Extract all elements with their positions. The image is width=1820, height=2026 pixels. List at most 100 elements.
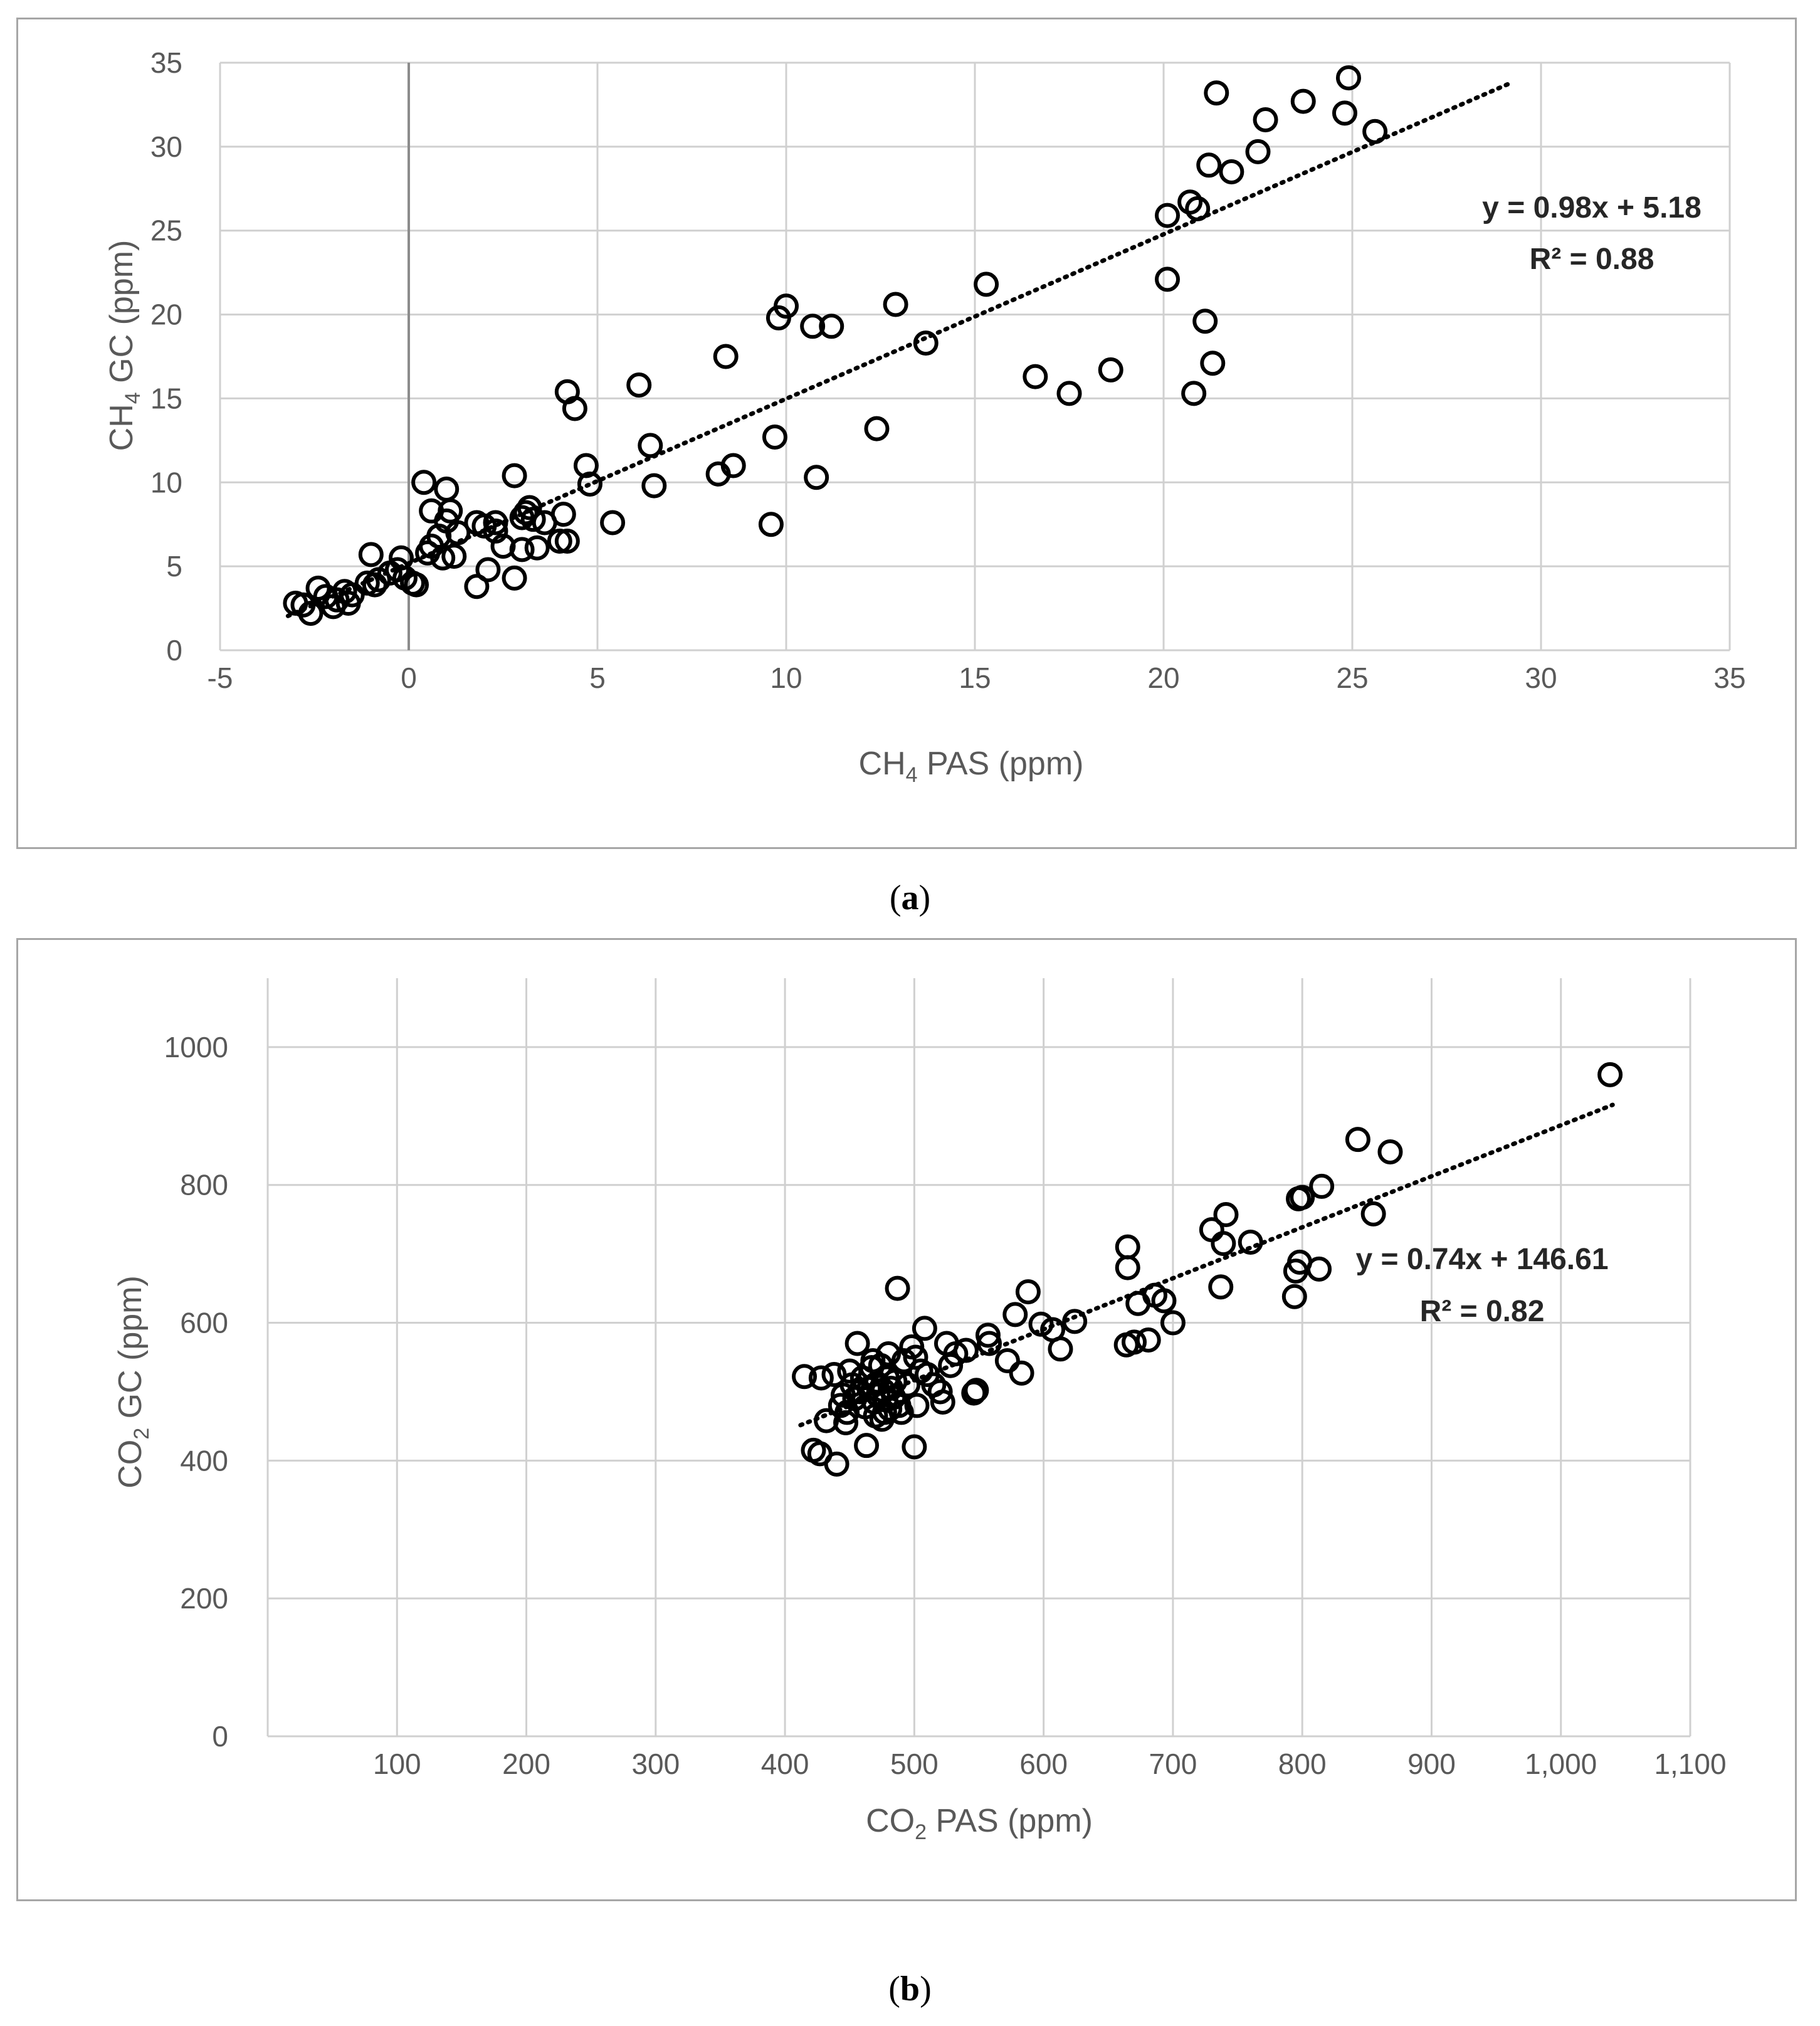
caption-b: (b)	[888, 1970, 932, 2008]
chart-b-x-tick-label: 1,000	[1525, 1748, 1597, 1780]
chart-a-data-point	[638, 433, 663, 458]
chart-a-data-point	[1196, 152, 1222, 178]
chart-a-data-point	[1192, 309, 1218, 334]
chart-a-data-point	[1056, 381, 1082, 406]
caption-a: (a)	[889, 878, 931, 917]
chart-a-data-point	[1219, 159, 1244, 185]
chart-b-equation: y = 0.74x + 146.61	[1355, 1243, 1608, 1276]
chart-panel-b: 100 200 300 400 500 600 700 800 900 1,000 1,100 0 2…	[16, 938, 1797, 1901]
chart-b-x-tick-label: 700	[1149, 1748, 1197, 1780]
chart-b-data-point	[912, 1316, 937, 1341]
chart-a-x-tick-label: 25	[1336, 662, 1368, 694]
chart-a-y-tick-label: 0	[166, 634, 182, 667]
chart-b-data-point	[1211, 1231, 1236, 1257]
chart-a-y-tick-label: 20	[150, 298, 182, 331]
chart-a-data-point	[1098, 357, 1123, 383]
chart-a-data-point	[762, 425, 787, 450]
chart-a-data-point	[864, 416, 890, 441]
chart-b-data-point	[977, 1331, 1002, 1356]
chart-a-trendline-path	[285, 80, 1513, 618]
chart-a-data-point	[502, 463, 527, 488]
chart-a-data-point	[1204, 80, 1229, 106]
chart-a-x-tick-label: 15	[959, 662, 991, 694]
chart-b-x-ticks: 100 200 300 400 500 600 700 800 900 1,000 1,100	[373, 1748, 1727, 1780]
chart-b-data-point	[1306, 1256, 1332, 1282]
chart-a-data-point	[1290, 88, 1316, 114]
chart-a-data-point	[713, 344, 739, 369]
chart-a-data-point	[974, 272, 999, 297]
chart-b-data-point	[1345, 1127, 1370, 1153]
chart-a-data-point	[404, 572, 429, 598]
chart-b-x-tick-label: 100	[373, 1748, 421, 1780]
chart-a-data-point	[509, 537, 535, 562]
chart-a-trendline	[285, 80, 1513, 618]
chart-a-data-point	[883, 292, 908, 317]
chart-a-data-point	[471, 513, 497, 539]
chart-a-data-point	[1362, 119, 1388, 144]
chart-a-data-point	[298, 601, 323, 626]
chart-b-data-point	[854, 1433, 880, 1459]
chart-a-data-point	[1185, 196, 1211, 221]
chart-b-data-point	[1208, 1274, 1234, 1300]
chart-b-data-point	[844, 1331, 870, 1356]
chart-a-data-point	[502, 565, 527, 591]
chart-b-data-point	[1309, 1173, 1335, 1199]
chart-a-x-ticks: -5 0 5 10 15 20 25 30 35	[208, 662, 1746, 694]
chart-a-y-tick-label: 15	[150, 382, 182, 414]
chart-b-data-point	[938, 1353, 964, 1378]
chart-a-data-point	[1155, 203, 1181, 228]
chart-b-data-point	[895, 1372, 921, 1398]
chart-b-data-point	[885, 1275, 910, 1301]
chart-b-y-tick-label: 200	[180, 1582, 228, 1615]
chart-a-data-point	[1023, 364, 1048, 389]
chart-a-data-point	[547, 528, 572, 554]
chart-a-data-point	[411, 470, 437, 495]
chart-a-x-axis-title: CH4 PAS (ppm)	[859, 746, 1084, 787]
chart-b-data-point	[1151, 1288, 1177, 1314]
chart-a-data-point	[1245, 139, 1271, 164]
chart-a-data-point	[819, 314, 844, 339]
chart-b-grid	[266, 978, 1691, 1738]
chart-a-y-tick-label: 25	[150, 214, 182, 247]
chart-a-y-tick-label: 5	[166, 550, 182, 583]
chart-a-x-tick-label: 10	[770, 662, 802, 694]
chart-a-x-tick-label: 5	[589, 662, 606, 694]
chart-a-data-point	[483, 510, 508, 536]
chart-a-data-point	[358, 542, 384, 567]
chart-a-data-point	[774, 293, 799, 319]
chart-b-data-point	[792, 1364, 818, 1390]
chart-a-data-point	[524, 535, 550, 561]
chart-b-data-point	[833, 1410, 859, 1435]
chart-a-data-point	[1253, 107, 1278, 133]
chart-a-data-point	[600, 510, 626, 536]
chart-b-x-tick-label: 300	[631, 1748, 680, 1780]
chart-panel-a: -5 0 5 10 15 20 25 30 35 0 5 10 15 20 25 30 35 CH4 PAS …	[16, 18, 1797, 849]
chart-a-y-tick-label: 35	[150, 46, 182, 79]
chart-a-data-point	[1177, 189, 1203, 215]
chart-b-data-point	[902, 1434, 927, 1460]
chart-b-data-point	[927, 1379, 953, 1405]
chart-b-data-point	[1009, 1360, 1034, 1386]
chart-a-data-point	[441, 544, 467, 569]
chart-b-data-point	[1062, 1309, 1088, 1334]
chart-b-data-point	[1048, 1336, 1073, 1362]
chart-a-data-point	[520, 507, 546, 532]
chart-a-data-point	[430, 545, 456, 571]
chart-a-data-point	[641, 473, 667, 499]
chart-a-svg: -5 0 5 10 15 20 25 30 35 0 5 10 15 20 25 30 35 CH4 PAS …	[103, 46, 1746, 787]
chart-b-data-point	[1238, 1229, 1263, 1255]
chart-b-y-tick-label: 600	[180, 1307, 228, 1339]
chart-b-data-point	[930, 1389, 955, 1415]
chart-a-data-point	[475, 557, 501, 583]
chart-b-x-tick-label: 600	[1019, 1748, 1068, 1780]
chart-b-data-point	[1290, 1184, 1315, 1210]
chart-a-data-point	[438, 498, 463, 524]
chart-b-data-point	[903, 1344, 928, 1370]
chart-a-data-point	[1335, 65, 1361, 91]
chart-a-x-tick-label: 30	[1525, 662, 1557, 694]
chart-a-data-point	[1181, 381, 1207, 406]
chart-b-data-point	[964, 1378, 989, 1403]
chart-a-data-point	[1200, 351, 1226, 376]
chart-a-data-point	[517, 495, 542, 520]
chart-b-x-tick-label: 900	[1407, 1748, 1456, 1780]
